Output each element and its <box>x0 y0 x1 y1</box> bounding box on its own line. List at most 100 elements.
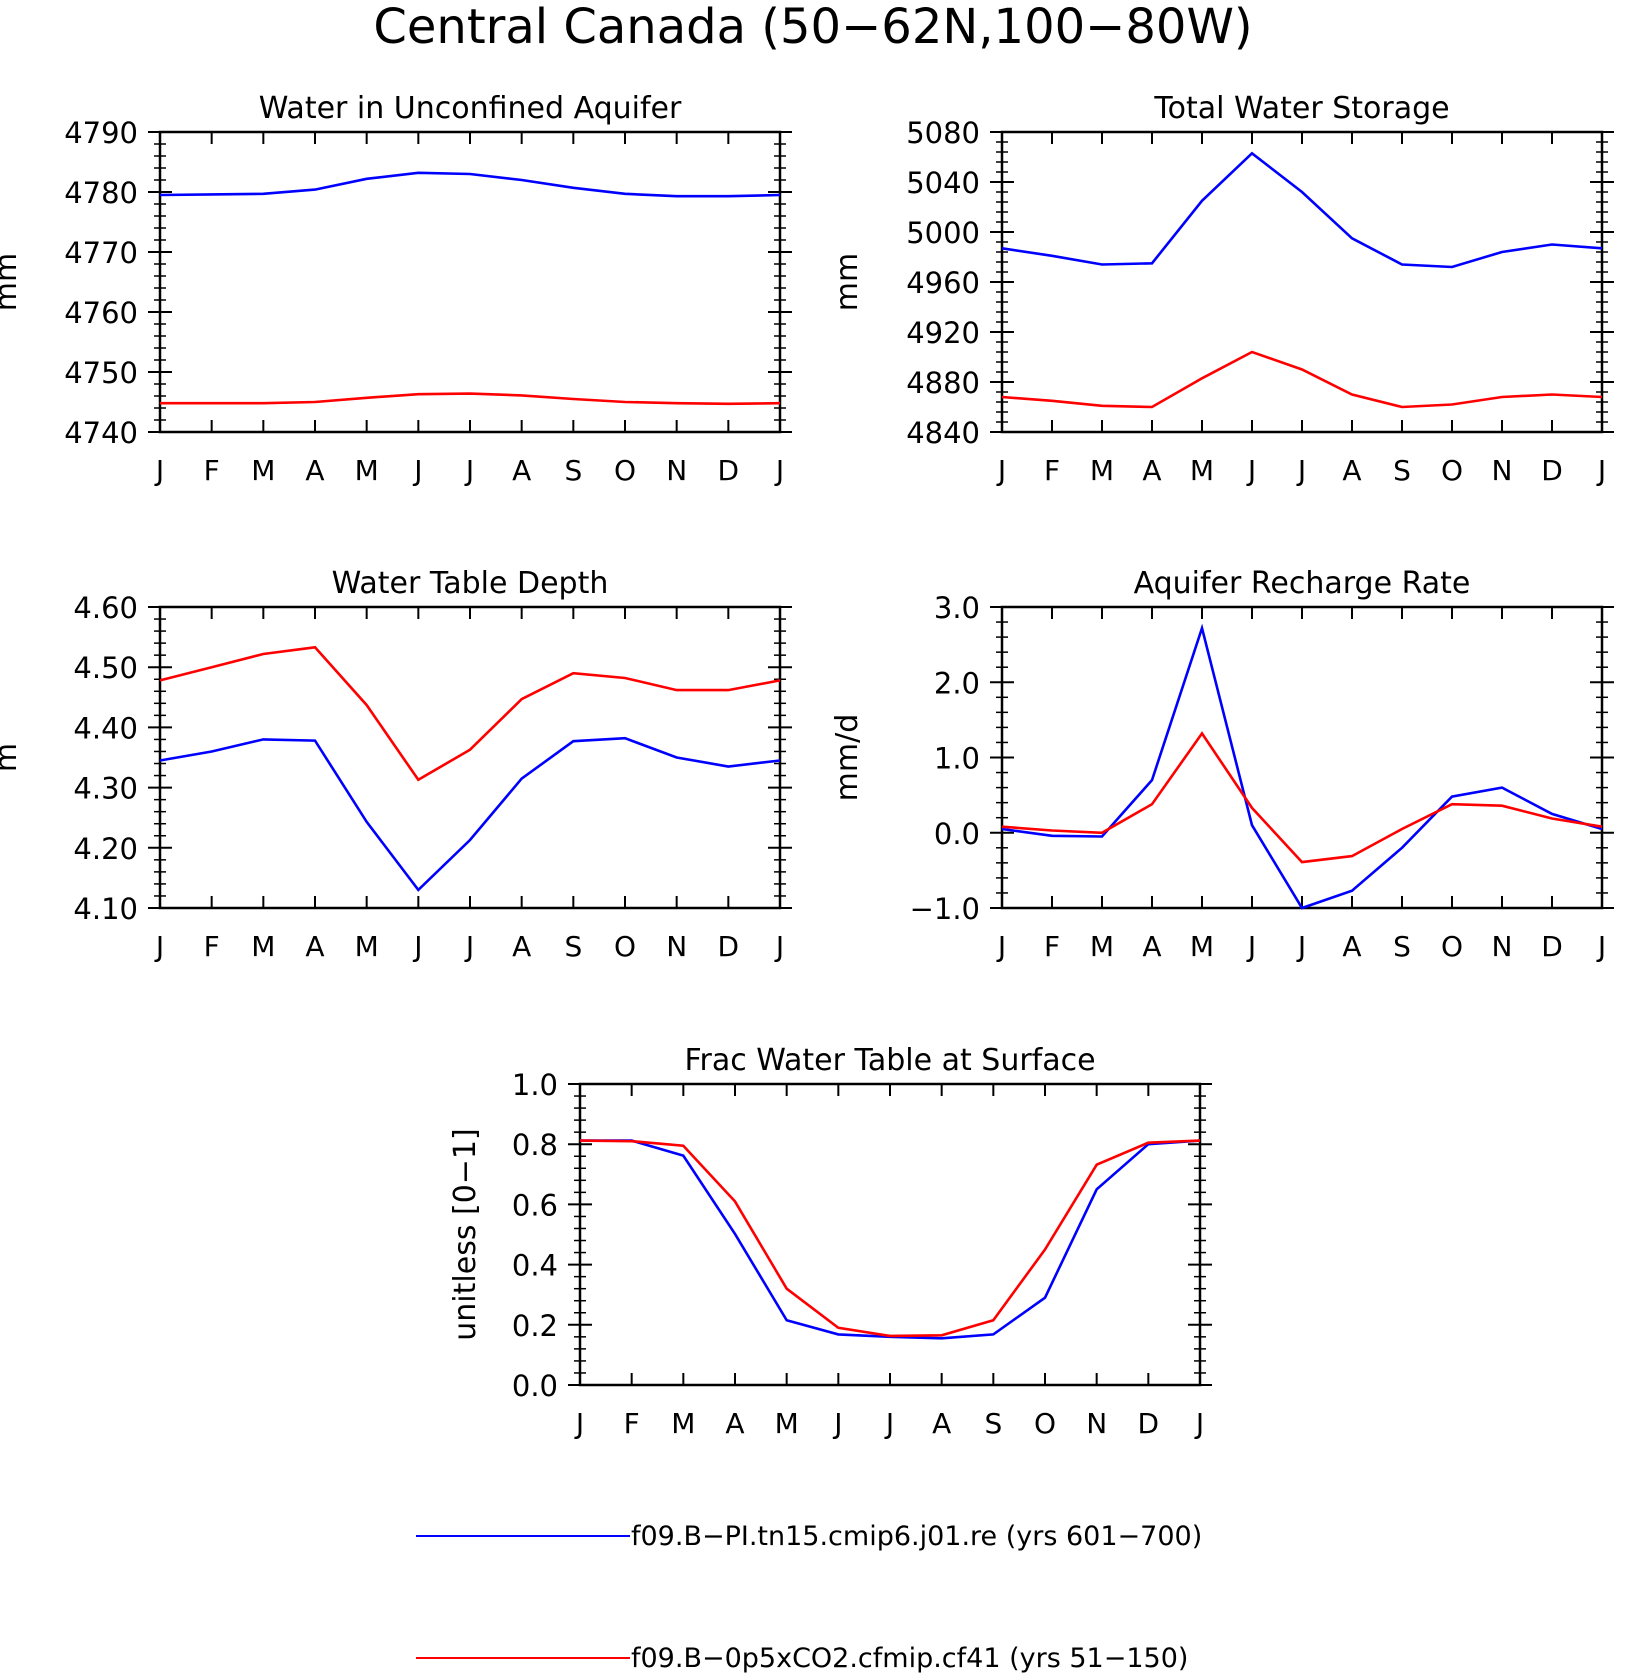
x-tick-label: S <box>564 930 582 963</box>
y-tick-label: 0.6 <box>512 1188 558 1222</box>
panel-title: Water Table Depth <box>332 566 609 601</box>
panel-title: Water in Unconfined Aquifer <box>259 91 682 126</box>
x-tick-label: M <box>1190 930 1214 963</box>
y-tick-label: 0.0 <box>512 1369 558 1403</box>
series-line-1 <box>1001 623 1603 910</box>
x-tick-label: J <box>1194 1407 1204 1440</box>
x-tick-label: J <box>412 930 422 963</box>
x-tick-label: N <box>666 454 687 487</box>
x-tick-label: A <box>305 454 324 487</box>
y-tick-label: 4880 <box>906 366 980 400</box>
x-tick-label: J <box>774 930 784 963</box>
x-tick-label: A <box>512 454 531 487</box>
series-line-1 <box>159 171 781 198</box>
x-tick-label: J <box>996 930 1006 963</box>
y-axis-label: mm <box>0 253 24 311</box>
y-tick-label: 4750 <box>64 356 138 390</box>
x-tick-label: D <box>1541 454 1563 487</box>
x-tick-label: D <box>1541 930 1563 963</box>
x-tick-label: O <box>1034 1407 1056 1440</box>
x-tick-label: J <box>774 454 784 487</box>
x-tick-label: J <box>1296 930 1306 963</box>
y-axis-label: mm/d <box>830 714 865 802</box>
y-tick-label: 4790 <box>64 116 138 150</box>
y-tick-label: 4780 <box>64 176 138 210</box>
x-tick-label: J <box>832 1407 842 1440</box>
series-line-1 <box>580 1139 1201 1340</box>
x-tick-label: D <box>718 930 740 963</box>
series-line-2 <box>1001 731 1603 864</box>
x-tick-label: M <box>775 1407 799 1440</box>
x-tick-label: M <box>1090 454 1114 487</box>
y-tick-label: 1.0 <box>512 1068 558 1102</box>
x-tick-label: M <box>355 454 379 487</box>
y-tick-label: 0.8 <box>512 1128 558 1162</box>
x-tick-label: M <box>1090 930 1114 963</box>
x-tick-label: N <box>1492 454 1513 487</box>
x-tick-label: J <box>412 454 422 487</box>
y-tick-label: 5000 <box>906 216 980 250</box>
plot-frame <box>1000 130 1604 434</box>
x-tick-label: A <box>932 1407 951 1440</box>
plot-frame <box>158 605 782 910</box>
plot-frame <box>158 130 782 434</box>
x-tick-label: O <box>1441 454 1463 487</box>
x-tick-label: M <box>671 1407 695 1440</box>
y-tick-label: 5080 <box>906 116 980 150</box>
y-tick-label: 4760 <box>64 296 138 330</box>
y-tick-label: 4920 <box>906 316 980 350</box>
y-tick-label: 5040 <box>906 166 980 200</box>
x-tick-label: M <box>251 930 275 963</box>
panel-title: Frac Water Table at Surface <box>684 1043 1095 1078</box>
x-tick-label: S <box>1393 930 1411 963</box>
plot-frame <box>578 1082 1202 1387</box>
x-tick-label: A <box>1142 454 1161 487</box>
panel-title: Aquifer Recharge Rate <box>1134 566 1471 601</box>
series-line-2 <box>579 1139 1201 1338</box>
x-tick-label: M <box>355 930 379 963</box>
x-tick-label: S <box>984 1407 1002 1440</box>
y-tick-label: 3.0 <box>934 591 980 625</box>
x-tick-label: O <box>614 930 636 963</box>
y-axis-label: unitless [0−1] <box>448 1128 483 1340</box>
x-tick-label: J <box>574 1407 584 1440</box>
x-tick-label: D <box>718 454 740 487</box>
x-tick-label: J <box>154 930 164 963</box>
x-tick-label: A <box>725 1407 744 1440</box>
legend-label: f09.B−PI.tn15.cmip6.j01.re (yrs 601−700) <box>631 1521 1202 1552</box>
series-line-2 <box>1001 350 1603 409</box>
y-tick-label: 2.0 <box>934 666 980 700</box>
y-tick-label: 0.0 <box>934 817 980 851</box>
x-tick-label: S <box>564 454 582 487</box>
y-tick-label: 4840 <box>906 416 980 450</box>
x-tick-label: O <box>1441 930 1463 963</box>
y-tick-label: 4.10 <box>73 892 138 926</box>
x-tick-label: J <box>1246 454 1256 487</box>
legend: f09.B−PI.tn15.cmip6.j01.re (yrs 601−700)… <box>416 1521 1202 1673</box>
x-tick-label: N <box>1086 1407 1107 1440</box>
x-tick-label: A <box>1142 930 1161 963</box>
x-tick-label: F <box>1044 930 1060 963</box>
x-tick-label: A <box>305 930 324 963</box>
y-tick-label: −1.0 <box>910 892 980 926</box>
series-line-2 <box>159 645 781 782</box>
y-tick-label: 4.40 <box>73 711 138 745</box>
panel-title: Total Water Storage <box>1153 91 1449 126</box>
series-line-1 <box>159 736 781 892</box>
x-tick-label: J <box>1596 454 1606 487</box>
legend-label: f09.B−0p5xCO2.cfmip.cf41 (yrs 51−150) <box>631 1643 1188 1673</box>
x-tick-label: J <box>1596 930 1606 963</box>
y-tick-label: 4960 <box>906 266 980 300</box>
x-tick-label: M <box>1190 454 1214 487</box>
y-tick-label: 4.60 <box>73 591 138 625</box>
x-tick-label: J <box>464 454 474 487</box>
x-tick-label: J <box>154 454 164 487</box>
x-tick-label: D <box>1138 1407 1160 1440</box>
x-tick-label: N <box>1492 930 1513 963</box>
y-tick-label: 4740 <box>64 416 138 450</box>
